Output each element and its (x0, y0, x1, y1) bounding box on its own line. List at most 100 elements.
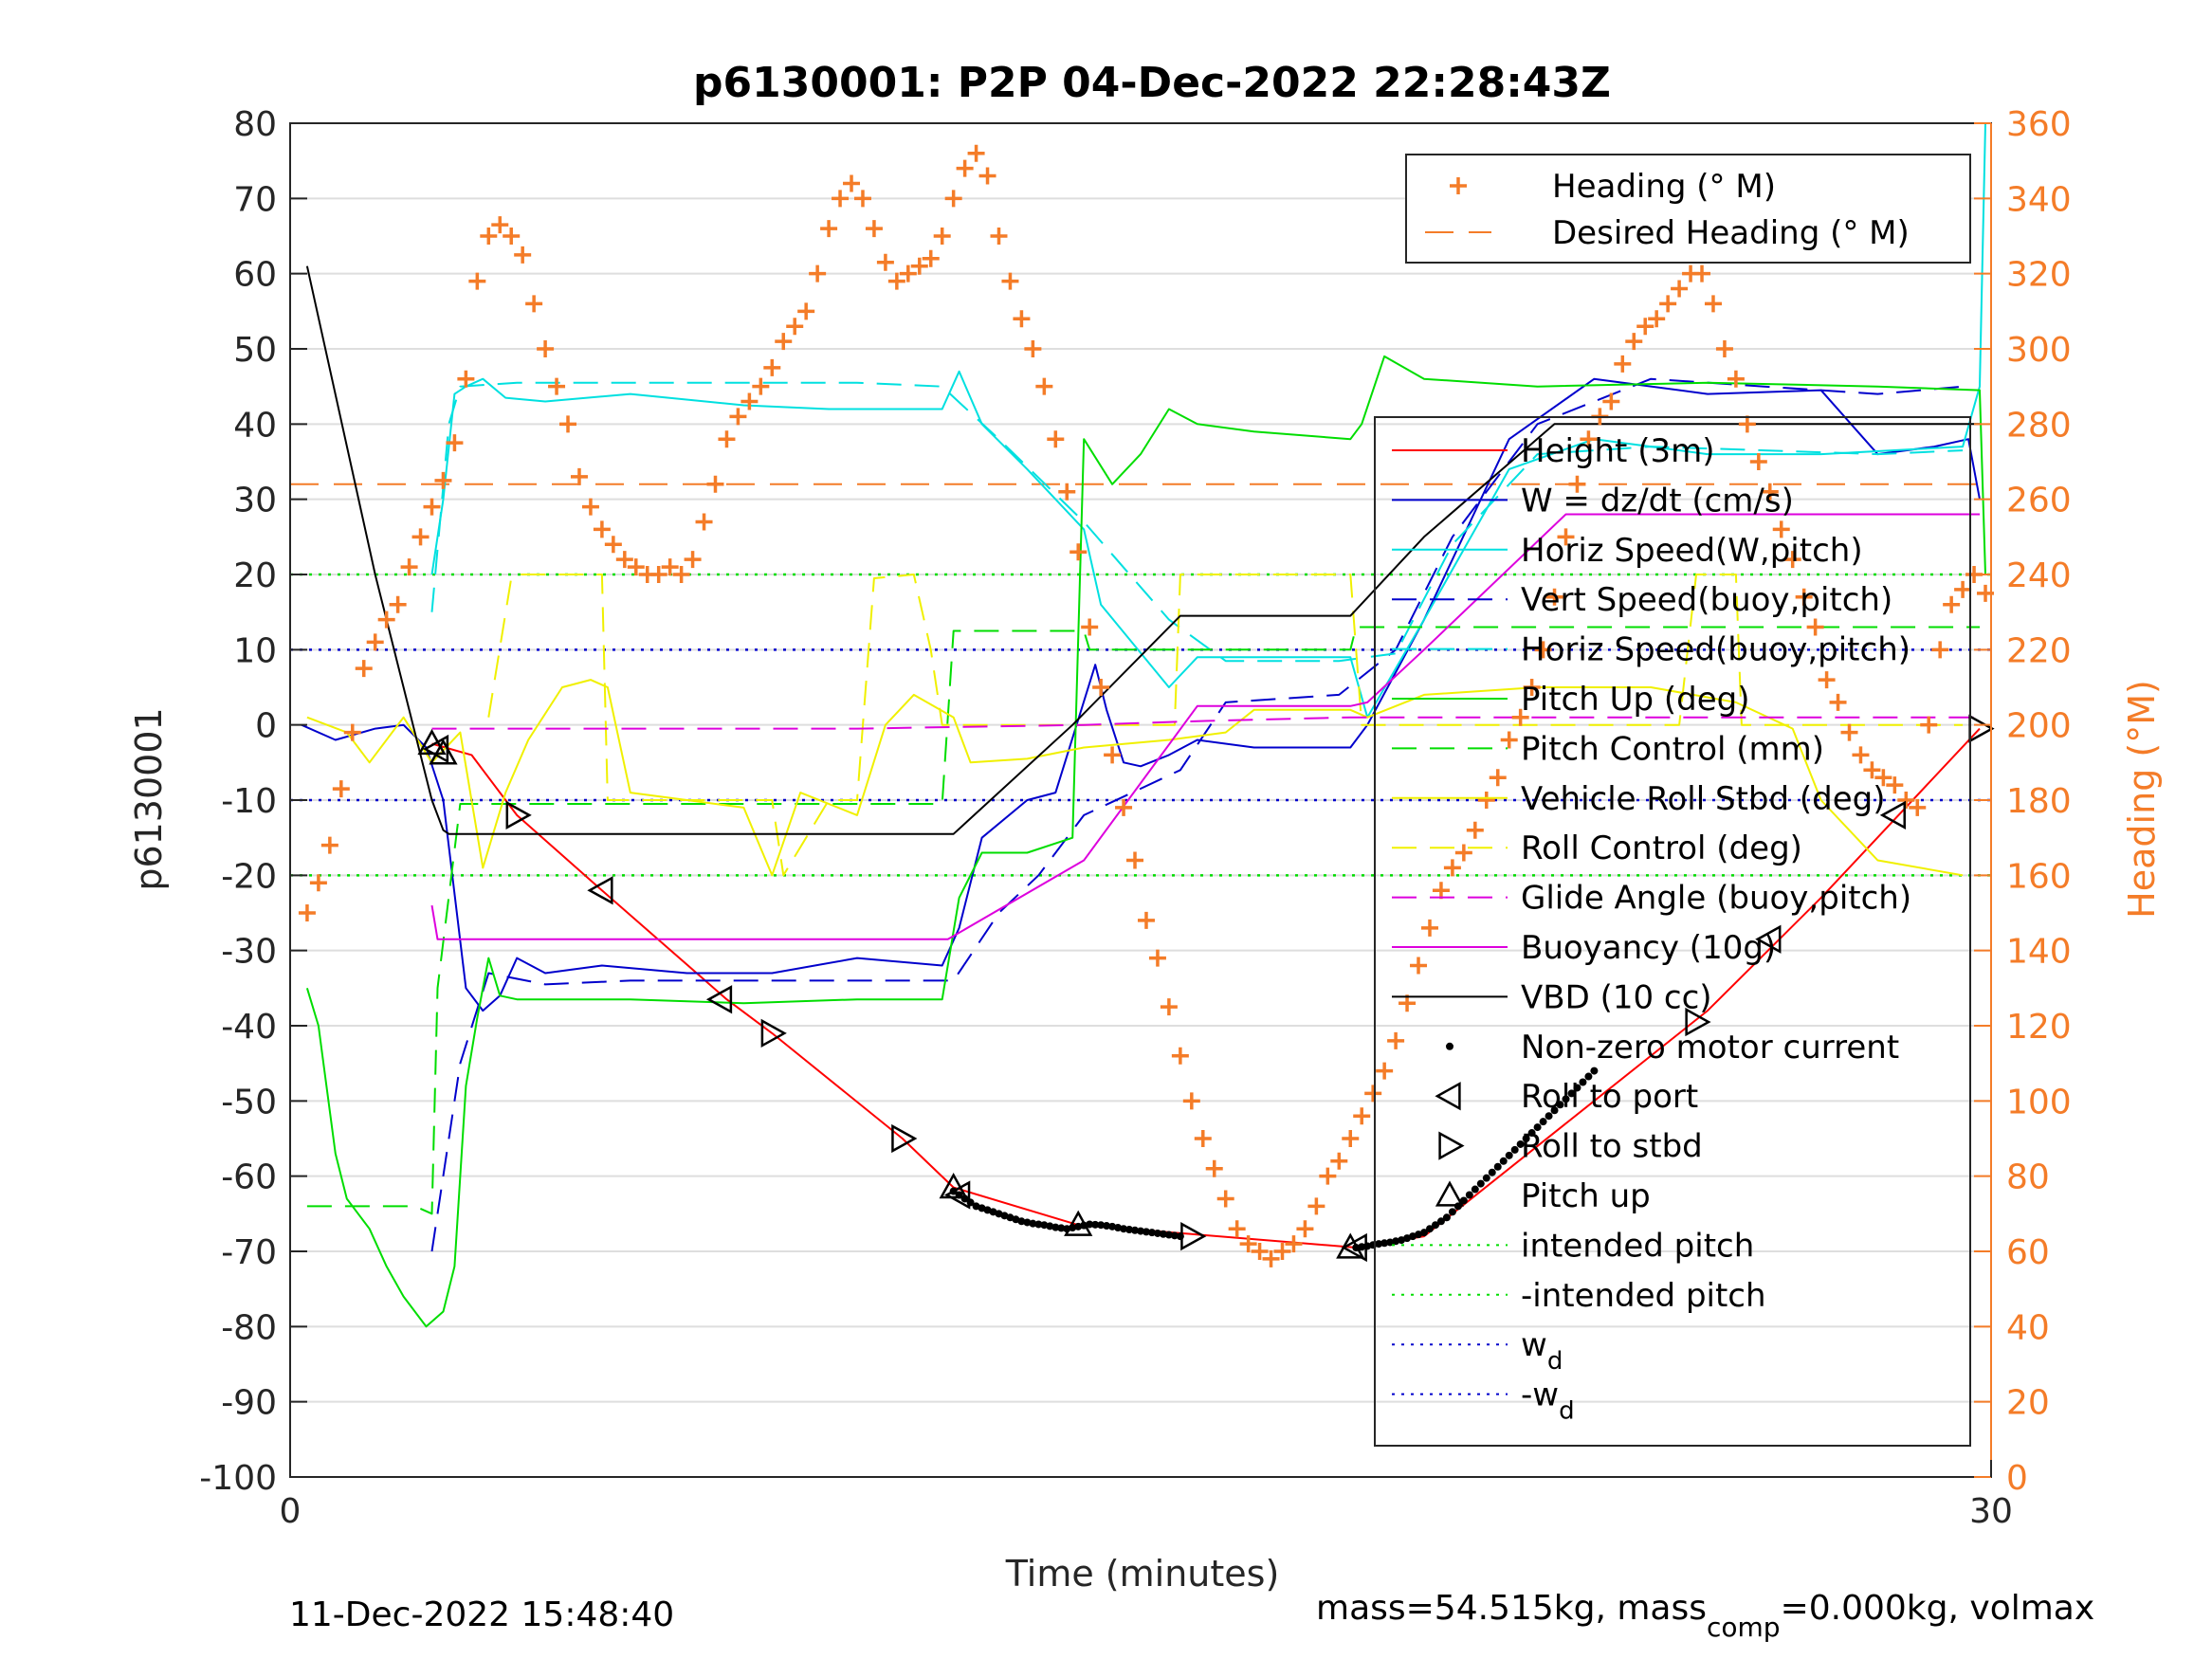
heading-marker (967, 144, 985, 162)
motor-current-dot (1539, 1118, 1547, 1126)
event-marker-tri-left (1341, 1232, 1367, 1263)
motor-current-dot (1046, 1222, 1054, 1231)
heading-marker (876, 253, 894, 271)
heading-marker (910, 257, 928, 275)
y-tick-label: -60 (221, 1158, 277, 1197)
series-lines (301, 122, 1986, 1328)
motor-current-dot (1153, 1229, 1161, 1237)
motor-current-dot (1029, 1219, 1037, 1228)
heading-marker (1557, 528, 1575, 546)
heading-marker (1829, 693, 1847, 711)
heading-marker (809, 264, 827, 283)
motor-current-dot (1516, 1139, 1525, 1148)
heading-marker (1262, 1249, 1280, 1267)
legend-label: -wd (1521, 1376, 1575, 1426)
heading-marker (672, 566, 690, 583)
heading-marker (1738, 415, 1756, 433)
footer-mass-part2: =0.000kg, volmax (1781, 1589, 2095, 1628)
y2-tick-label: 180 (2006, 782, 2072, 821)
legend-label-sub: d (1559, 1397, 1575, 1426)
heading-marker (537, 340, 555, 357)
heading-marker (570, 467, 588, 485)
heading-marker (1636, 318, 1654, 336)
y2-tick-label: 0 (2006, 1459, 2028, 1498)
series-line (430, 122, 1986, 719)
heading-marker (740, 392, 759, 410)
motor-current-dot (1375, 1240, 1383, 1249)
heading-marker (343, 723, 361, 741)
motor-current-dot (1108, 1222, 1117, 1231)
motor-current-dot (1573, 1084, 1581, 1092)
heading-marker (820, 220, 838, 238)
heading-markers (298, 144, 1995, 1267)
legend-heading-label: Heading (° M) (1552, 168, 1776, 206)
heading-marker (503, 228, 521, 245)
y-tick-label: -20 (221, 857, 277, 896)
heading-marker (1863, 761, 1881, 779)
motor-current-dot (1023, 1218, 1032, 1227)
heading-marker (775, 333, 793, 351)
heading-marker (786, 318, 804, 336)
event-marker-tri-up (939, 1172, 968, 1199)
motor-current-dot (1425, 1225, 1434, 1233)
legend-main: Height (3m) W = dz/dt (cm/s) Horiz Speed(W… (1374, 416, 1971, 1447)
y2-tick-label: 360 (2006, 105, 2072, 144)
heading-marker (1251, 1243, 1269, 1260)
heading-marker (355, 660, 373, 678)
event-marker-tri-up (429, 738, 458, 765)
series-line (430, 381, 1964, 663)
heading-marker (1511, 708, 1529, 726)
heading-marker (865, 220, 883, 238)
heading-marker (1954, 580, 1972, 598)
y-tick-label: 40 (233, 406, 277, 445)
heading-marker (1296, 1220, 1314, 1238)
heading-marker (1126, 851, 1144, 869)
heading-marker (853, 190, 871, 208)
event-marker-tri-right (891, 1123, 918, 1154)
heading-marker (1693, 264, 1711, 283)
y2-tick-label: 240 (2006, 556, 2072, 595)
heading-marker (1795, 588, 1813, 606)
series-line (430, 377, 1964, 1252)
legend-label: Vert Speed(buoy,pitch) (1521, 581, 1892, 619)
y2-tick-label: 220 (2006, 631, 2072, 670)
heading-marker (1897, 792, 1915, 809)
motor-current-dot (1510, 1145, 1519, 1154)
legend-label: -intended pitch (1521, 1277, 1766, 1315)
motor-current-dot (1488, 1168, 1496, 1176)
heading-marker (1783, 551, 1801, 569)
event-marker-tri-left (705, 985, 733, 1014)
heading-marker (1443, 859, 1461, 877)
heading-marker (423, 498, 441, 516)
y2-tick-label: 80 (2006, 1158, 2050, 1197)
heading-marker (649, 566, 667, 583)
legend-sample (1438, 1131, 1465, 1160)
y-tick-label: -90 (221, 1384, 277, 1423)
motor-current-dot (1147, 1229, 1156, 1237)
heading-marker (1228, 1220, 1246, 1238)
heading-marker (1523, 679, 1541, 696)
motor-current-dot (1567, 1089, 1576, 1098)
heading-marker (1659, 295, 1677, 313)
heading-marker (1420, 919, 1438, 937)
motor-current-dot (1562, 1095, 1570, 1103)
heading-marker (1931, 641, 1949, 659)
heading-marker (1081, 618, 1099, 636)
motor-current-dot (1436, 1217, 1445, 1226)
legend-label-main: w (1521, 1326, 1547, 1364)
heading-marker (1852, 746, 1870, 764)
heading-marker (887, 272, 905, 290)
heading-marker (1534, 641, 1552, 659)
y2-tick-label: 140 (2006, 933, 2072, 972)
motor-current-dot (1465, 1191, 1473, 1199)
series-line (305, 265, 1980, 835)
heading-marker (1840, 723, 1858, 741)
heading-marker (1614, 355, 1632, 373)
y2-tick-label: 320 (2006, 256, 2072, 295)
heading-marker (718, 430, 736, 448)
heading-marker (1035, 377, 1053, 395)
heading-marker (1648, 310, 1666, 328)
series-line (430, 513, 1980, 940)
footer-mass-sub: comp (1707, 1612, 1781, 1643)
